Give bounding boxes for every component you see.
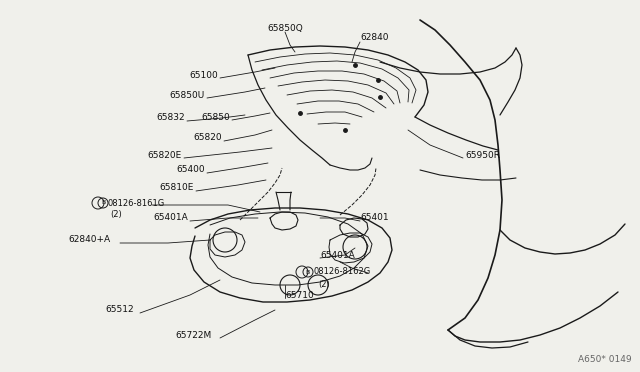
Text: 08126-8161G: 08126-8161G: [108, 199, 165, 208]
Text: 65832: 65832: [156, 113, 185, 122]
Text: B: B: [101, 201, 105, 205]
Text: 65400: 65400: [177, 166, 205, 174]
Text: 65401A: 65401A: [153, 214, 188, 222]
Text: 65710: 65710: [285, 291, 314, 299]
Text: (2): (2): [318, 279, 330, 289]
Text: (2): (2): [110, 211, 122, 219]
Text: 62840: 62840: [360, 33, 388, 42]
Text: 65820E: 65820E: [148, 151, 182, 160]
Text: 65820: 65820: [193, 134, 222, 142]
Text: 65850: 65850: [201, 113, 230, 122]
Text: 65810E: 65810E: [159, 183, 194, 192]
Text: 65850Q: 65850Q: [267, 23, 303, 32]
Text: 65100: 65100: [189, 71, 218, 80]
Text: 65401: 65401: [360, 214, 388, 222]
Text: 65401A: 65401A: [320, 250, 355, 260]
Text: 65950R: 65950R: [465, 151, 500, 160]
Text: 08126-8162G: 08126-8162G: [313, 267, 371, 276]
Text: 65512: 65512: [105, 305, 134, 314]
Text: B: B: [306, 269, 310, 275]
Text: 62840+A: 62840+A: [68, 235, 110, 244]
Text: 65722M: 65722M: [175, 330, 211, 340]
Text: 65850U: 65850U: [170, 90, 205, 99]
Text: A650* 0149: A650* 0149: [579, 355, 632, 364]
